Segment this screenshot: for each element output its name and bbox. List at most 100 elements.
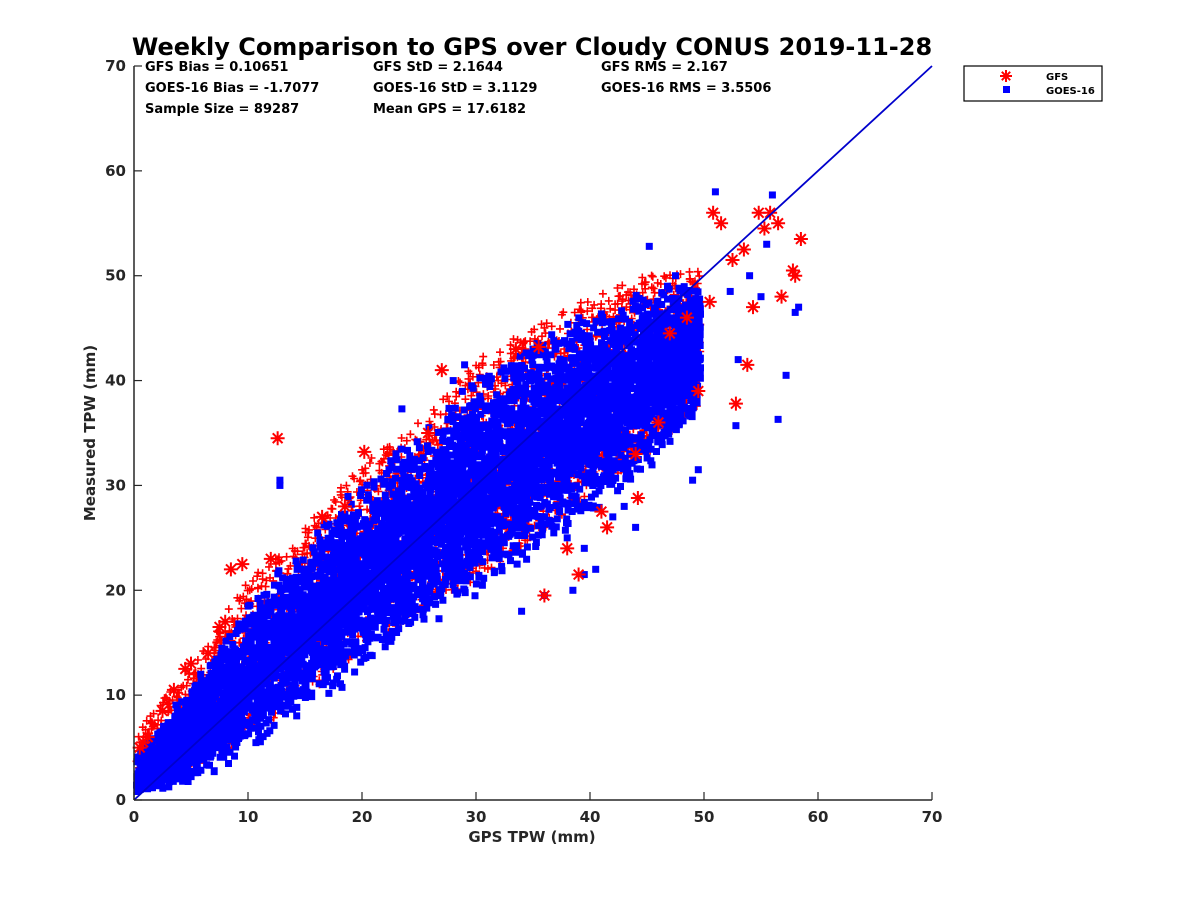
gfs-point	[140, 730, 155, 745]
goes16-point	[672, 272, 679, 280]
goes16-point	[726, 287, 734, 295]
x-tick-label: 70	[922, 808, 943, 826]
stat-label: Sample Size = 89287	[145, 102, 299, 117]
y-tick-label: 50	[105, 267, 126, 285]
gfs-point	[132, 740, 147, 755]
gfs-point	[757, 221, 772, 236]
gfs-point	[421, 426, 436, 440]
gfs-point	[201, 646, 216, 661]
legend: GFS GOES-16	[963, 65, 1103, 102]
gfs-point	[706, 205, 721, 220]
goes16-point	[791, 308, 799, 316]
goes16-point	[632, 523, 640, 531]
gfs-point	[691, 384, 706, 399]
gfs-point	[594, 504, 609, 519]
goes16-point	[449, 377, 457, 385]
gfs-point	[740, 357, 755, 372]
goes16-point	[734, 356, 742, 364]
gfs-point	[736, 242, 751, 257]
goes16-point	[276, 481, 284, 489]
gfs-point	[235, 557, 250, 572]
goes16-point	[746, 272, 754, 280]
goes16-point	[763, 240, 771, 248]
gfs-point	[136, 735, 151, 750]
y-tick-label: 20	[105, 581, 126, 599]
gfs-point	[508, 342, 523, 357]
goes16-point	[580, 544, 588, 552]
goes16-point	[529, 345, 537, 353]
gfs-point	[600, 520, 615, 535]
legend-goes16-marker	[1003, 86, 1010, 93]
stat-label: GOES-16 Bias = -1.7077	[145, 81, 319, 96]
y-tick-label: 70	[105, 57, 126, 75]
gfs-point	[751, 205, 766, 220]
gfs-point	[788, 268, 803, 283]
legend-gfs-label: GFS	[1046, 72, 1068, 83]
legend-gfs-marker	[1000, 70, 1012, 82]
x-axis-label: GPS TPW (mm)	[468, 828, 595, 846]
chart-title: Weekly Comparison to GPS over Cloudy CON…	[132, 33, 932, 61]
gfs-point	[628, 446, 643, 461]
stats-annotations: GFS Bias = 0.10651 GFS StD = 2.1644 GFS RM…	[145, 60, 771, 117]
goes16-point	[569, 586, 577, 594]
goes16-point	[592, 565, 600, 573]
gfs-point	[178, 661, 193, 676]
gfs-point	[337, 499, 352, 514]
x-tick-label: 0	[129, 808, 139, 826]
reference-line	[133, 65, 933, 801]
stat-label: GOES-16 RMS = 3.5506	[601, 81, 771, 96]
x-tick-label: 60	[808, 808, 829, 826]
gfs-point	[560, 541, 575, 556]
goes16-point	[689, 476, 697, 484]
gfs-point	[702, 294, 717, 309]
goes16-point	[711, 188, 719, 196]
goes16-point	[768, 191, 776, 199]
gfs-point	[679, 310, 694, 325]
stat-label: Mean GPS = 17.6182	[373, 102, 526, 117]
gfs-point	[771, 216, 786, 231]
gfs-point	[531, 340, 546, 355]
goes16-point	[782, 371, 790, 379]
gfs-point	[793, 232, 808, 247]
y-tick-label: 40	[105, 372, 126, 390]
x-tick-label: 40	[580, 808, 601, 826]
stat-label: GFS Bias = 0.10651	[145, 60, 288, 75]
gfs-point	[212, 619, 227, 634]
goes16-point	[645, 242, 653, 250]
gfs-point	[537, 588, 552, 603]
gfs-point	[785, 263, 800, 278]
gfs-point	[651, 415, 666, 430]
stat-label: GFS RMS = 2.167	[601, 60, 728, 75]
gfs-point	[746, 300, 761, 315]
y-tick-label: 10	[105, 686, 126, 704]
x-tick-label: 20	[352, 808, 373, 826]
goes16-point	[774, 415, 782, 423]
y-tick-label: 30	[105, 476, 126, 494]
goes16-point	[398, 405, 406, 413]
gfs-point	[763, 205, 778, 220]
stat-label: GOES-16 StD = 3.1129	[373, 81, 537, 96]
goes16-point	[664, 282, 672, 290]
gfs-point	[630, 491, 645, 506]
gfs-point	[434, 363, 449, 378]
y-tick-label: 60	[105, 162, 126, 180]
goes16-point	[518, 607, 526, 615]
stat-label: GFS StD = 2.1644	[373, 60, 503, 75]
gfs-point	[270, 431, 285, 446]
gfs-point	[166, 682, 181, 697]
legend-goes16-label: GOES-16	[1046, 86, 1095, 97]
goes16-point	[461, 361, 469, 369]
goes16-point	[563, 534, 571, 542]
goes16-point	[694, 466, 702, 474]
gfs-point	[728, 396, 743, 411]
legend-box	[963, 65, 1103, 102]
x-tick-label: 30	[466, 808, 487, 826]
x-tick-label: 50	[694, 808, 715, 826]
gfs-point	[223, 562, 238, 577]
gfs-point	[357, 444, 372, 459]
x-tick-label: 10	[238, 808, 259, 826]
goes16-point	[276, 476, 284, 484]
goes16-point	[795, 303, 803, 311]
goes16-point	[620, 502, 628, 510]
